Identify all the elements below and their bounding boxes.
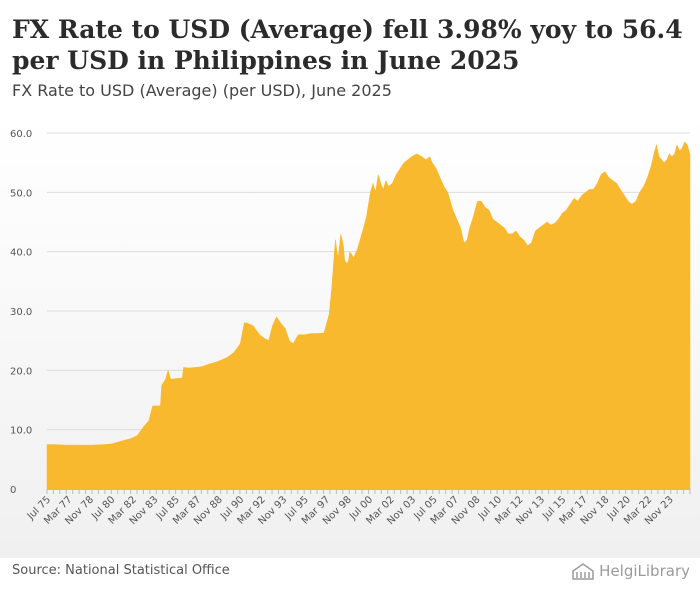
chart-title: FX Rate to USD (Average) fell 3.98% yoy … — [12, 15, 683, 75]
chart-subtitle: FX Rate to USD (Average) (per USD), June… — [12, 81, 392, 100]
y-tick-label: 50.0 — [10, 188, 32, 199]
logo-text: HelgiLibrary — [599, 562, 690, 580]
y-tick-label: 30.0 — [10, 307, 32, 318]
area-layer — [46, 141, 691, 490]
y-tick-label: 20.0 — [10, 366, 32, 377]
fx-rate-area — [46, 141, 691, 490]
y-tick-label: 0 — [10, 485, 16, 496]
y-tick-label: 10.0 — [10, 426, 32, 437]
helgi-library-logo[interactable]: HelgiLibrary — [571, 562, 690, 580]
source-note: Source: National Statistical Office — [12, 563, 230, 578]
y-axis-ticks: 0 10.0 20.0 30.0 40.0 50.0 60.0 — [10, 129, 32, 496]
y-tick-label: 40.0 — [10, 248, 32, 259]
y-tick-label: 60.0 — [10, 129, 32, 140]
library-building-icon — [572, 563, 594, 580]
